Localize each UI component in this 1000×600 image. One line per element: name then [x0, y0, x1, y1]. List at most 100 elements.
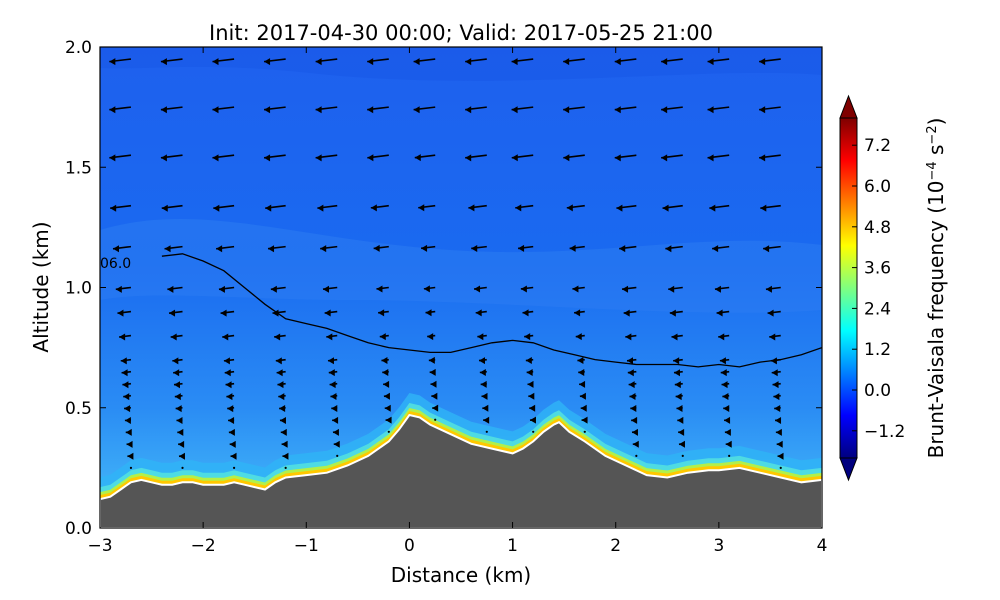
wind-vector-head — [123, 393, 130, 401]
wind-vector-head — [174, 393, 181, 401]
wind-vector-head — [525, 357, 532, 365]
wind-vector-head — [520, 285, 527, 293]
wind-vector-head — [127, 452, 134, 460]
wind-vector-head — [760, 204, 767, 212]
wind-vector-head — [160, 154, 167, 162]
wind-vector-head — [631, 416, 638, 424]
wind-vector-head — [218, 285, 225, 293]
wind-vector-head — [328, 369, 335, 377]
wind-vector-head — [723, 404, 730, 412]
wind-vector-head — [673, 357, 680, 365]
upper-band — [100, 47, 822, 81]
wind-vector-head — [277, 381, 284, 389]
wind-vector-head — [115, 285, 122, 293]
wind-vector-head — [563, 58, 570, 66]
wind-vector-head — [421, 244, 428, 252]
wind-vector-head — [229, 440, 236, 448]
wind-vector-head — [678, 428, 685, 436]
wind-vector-head — [124, 416, 131, 424]
wind-vector-head — [227, 405, 234, 413]
wind-vector-head — [528, 392, 535, 400]
wind-vector-head — [176, 416, 183, 424]
wind-vector-head — [329, 381, 336, 389]
wind-vector-head — [527, 380, 534, 388]
wind-vector-head — [626, 357, 633, 365]
colorbar-tick-label: 3.6 — [864, 259, 891, 279]
wind-vector-head — [367, 58, 374, 66]
wind-vector-head — [632, 440, 639, 448]
wind-vector-head — [771, 369, 778, 377]
wind-vector-head — [479, 369, 486, 377]
wind-vector-head — [724, 428, 731, 436]
wind-vector-head — [413, 106, 420, 114]
colorbar-tick-label: 4.8 — [864, 218, 891, 238]
y-axis-label: Altitude (km) — [29, 221, 53, 352]
wind-vector-head — [270, 285, 277, 293]
colorbar-tick-label: 7.2 — [864, 136, 891, 156]
wind-vector-head — [317, 204, 324, 212]
wind-vector-head — [673, 369, 680, 377]
wind-vector-head — [765, 285, 772, 293]
wind-vector-head — [276, 369, 283, 377]
wind-vector-head — [563, 106, 570, 114]
wind-vector-head — [662, 204, 669, 212]
wind-vector-head — [279, 416, 286, 424]
wind-vector-head — [384, 404, 391, 412]
wind-vector-head — [164, 245, 171, 253]
x-tick-label: 3 — [713, 536, 724, 556]
wind-vector-head — [264, 154, 271, 162]
wind-vector-head — [574, 309, 581, 317]
wind-vector-head — [117, 309, 124, 317]
x-axis-label: Distance (km) — [391, 563, 531, 587]
colorbar-gradient — [840, 118, 857, 458]
wind-vector-head — [769, 333, 776, 341]
wind-vector-head — [124, 405, 131, 413]
wind-vector-head — [518, 244, 525, 252]
wind-vector-head — [330, 393, 337, 401]
wind-vector-head — [383, 392, 390, 400]
colorbar-frame — [839, 117, 858, 459]
wind-vector-head — [379, 333, 386, 341]
wind-vector-head — [511, 154, 518, 162]
colorbar-label-exponent: −4 — [925, 161, 940, 180]
surface-band — [100, 411, 822, 502]
wind-vector-head — [580, 404, 587, 412]
x-tick-label: 4 — [817, 536, 828, 556]
wind-vector-head — [122, 381, 129, 389]
wind-vector-head — [320, 245, 327, 253]
wind-vector-head — [661, 154, 668, 162]
wind-vector-head — [661, 106, 668, 114]
wind-vector-head — [759, 154, 766, 162]
wind-vector-head — [385, 416, 392, 424]
wind-vector-head — [676, 405, 683, 413]
x-tick-label: −1 — [294, 536, 319, 556]
wind-vector-head — [578, 368, 585, 376]
wind-vector-head — [465, 154, 472, 162]
y-tick-label: 0.5 — [65, 399, 92, 419]
wind-vectors — [109, 58, 784, 469]
colorbar-tick-label: 6.0 — [864, 177, 891, 197]
wind-vector-head — [378, 309, 385, 317]
wind-vector-head — [480, 380, 487, 388]
wind-vector-head — [563, 154, 570, 162]
wind-vector-head — [213, 204, 220, 212]
wind-vector-head — [511, 58, 518, 66]
wind-vector-head — [707, 58, 714, 66]
wind-vector-head — [225, 381, 232, 389]
wind-vector-head — [579, 380, 586, 388]
wind-vector-head — [628, 381, 635, 389]
colorbar-tick-label: 1.2 — [864, 340, 891, 360]
wind-vector-head — [120, 357, 127, 365]
wind-vector-head — [178, 440, 185, 448]
wind-vector-head — [413, 58, 420, 66]
colorbar-ticks: −1.2 0.0 1.2 2.4 3.6 4.8 6.0 7.2 — [852, 136, 905, 442]
wind-vector — [485, 430, 488, 433]
wind-vector-head — [275, 357, 282, 365]
wind-vector-head — [423, 285, 430, 293]
wind-vector-head — [160, 106, 167, 114]
wind-vector-head — [212, 58, 219, 66]
wind-vector-head — [220, 309, 227, 317]
wind-vector-head — [468, 204, 475, 212]
y-tick-label: 0.0 — [65, 519, 92, 539]
